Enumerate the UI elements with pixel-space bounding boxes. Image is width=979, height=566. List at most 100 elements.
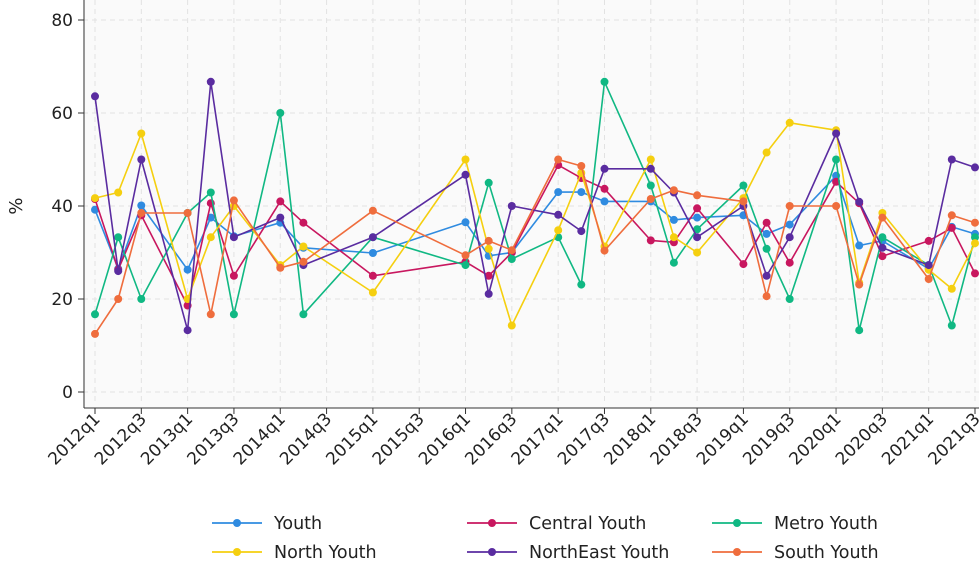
data-point xyxy=(855,326,864,335)
data-point xyxy=(276,109,285,117)
legend-item-central-youth: Central Youth xyxy=(467,514,646,534)
data-point xyxy=(206,77,215,86)
legend-label: NorthEast Youth xyxy=(529,543,669,563)
data-point xyxy=(600,184,609,193)
data-point xyxy=(762,218,771,227)
data-point xyxy=(461,261,470,270)
data-point xyxy=(206,188,215,197)
data-point xyxy=(577,227,586,236)
data-point xyxy=(762,292,771,301)
data-point xyxy=(971,163,979,172)
legend-swatch-marker xyxy=(733,519,741,527)
data-point xyxy=(855,197,864,206)
data-point xyxy=(646,236,655,245)
data-point xyxy=(554,188,563,197)
data-point xyxy=(461,218,470,227)
data-point xyxy=(693,213,702,222)
data-point xyxy=(669,186,678,195)
data-point xyxy=(947,155,956,164)
data-point xyxy=(646,155,655,164)
data-point xyxy=(91,310,99,319)
data-point xyxy=(947,284,956,293)
data-point xyxy=(368,206,377,215)
data-point xyxy=(229,310,238,319)
data-point xyxy=(137,129,146,138)
data-point xyxy=(229,196,238,205)
data-point xyxy=(91,329,99,338)
data-point xyxy=(600,246,609,255)
data-point xyxy=(762,271,771,280)
data-point xyxy=(693,191,702,200)
data-point xyxy=(924,236,933,245)
data-point xyxy=(91,194,99,203)
data-point xyxy=(299,242,308,251)
data-point xyxy=(183,209,192,217)
series-south-youth xyxy=(91,155,979,338)
legend-label: Metro Youth xyxy=(774,514,878,534)
data-point xyxy=(971,218,979,227)
data-point xyxy=(554,155,563,164)
data-point xyxy=(855,280,864,289)
legend-label: South Youth xyxy=(774,543,879,563)
data-point xyxy=(832,129,841,138)
data-point xyxy=(947,223,956,232)
data-point xyxy=(739,260,748,269)
data-point xyxy=(785,233,794,242)
data-point xyxy=(276,263,285,272)
data-point xyxy=(739,197,748,206)
data-point xyxy=(484,178,493,187)
data-point xyxy=(646,164,655,173)
data-point xyxy=(878,243,887,252)
data-point xyxy=(762,148,771,157)
data-point xyxy=(137,155,146,164)
data-point xyxy=(137,295,146,303)
axes xyxy=(78,0,979,414)
data-point xyxy=(924,261,933,270)
data-point xyxy=(785,118,794,127)
data-point xyxy=(577,280,586,289)
data-point xyxy=(669,258,678,267)
legend: Youth Central Youth Metro Youth North Youth… xyxy=(212,514,879,563)
plot-background xyxy=(83,0,979,408)
data-point xyxy=(577,188,586,197)
data-point xyxy=(554,210,563,219)
data-point xyxy=(229,233,238,242)
data-point xyxy=(183,326,192,335)
data-point xyxy=(114,233,123,242)
data-point xyxy=(600,77,609,86)
data-point xyxy=(276,197,285,206)
data-point xyxy=(507,255,516,263)
legend-item-metro-youth: Metro Youth xyxy=(712,514,878,534)
data-point xyxy=(114,295,123,303)
data-point xyxy=(878,252,887,261)
data-point xyxy=(693,248,702,257)
data-point xyxy=(947,211,956,220)
y-tick-label: 80 xyxy=(51,11,73,31)
legend-label: Central Youth xyxy=(529,514,646,534)
legend-swatch-marker xyxy=(488,519,496,527)
data-point xyxy=(368,233,377,242)
y-tick-label: 40 xyxy=(51,197,73,217)
data-point xyxy=(785,202,794,210)
data-point xyxy=(832,202,841,210)
data-point xyxy=(924,275,933,283)
series-metro-youth xyxy=(91,77,979,335)
data-point xyxy=(693,204,702,213)
data-point xyxy=(299,257,308,266)
data-point xyxy=(878,233,887,242)
data-point xyxy=(183,265,192,274)
data-point xyxy=(299,310,308,319)
data-point xyxy=(368,288,377,297)
data-point xyxy=(762,244,771,253)
data-point xyxy=(971,269,979,278)
data-point xyxy=(554,226,563,235)
data-point xyxy=(971,239,979,248)
data-point xyxy=(206,233,215,242)
data-point xyxy=(669,215,678,224)
y-tick-label: 20 xyxy=(51,290,73,310)
data-point xyxy=(832,155,841,164)
data-point xyxy=(577,162,586,170)
data-point xyxy=(739,181,748,190)
x-tick-labels: 2012q12012q32013q12013q32014q12014q32015… xyxy=(45,409,979,469)
